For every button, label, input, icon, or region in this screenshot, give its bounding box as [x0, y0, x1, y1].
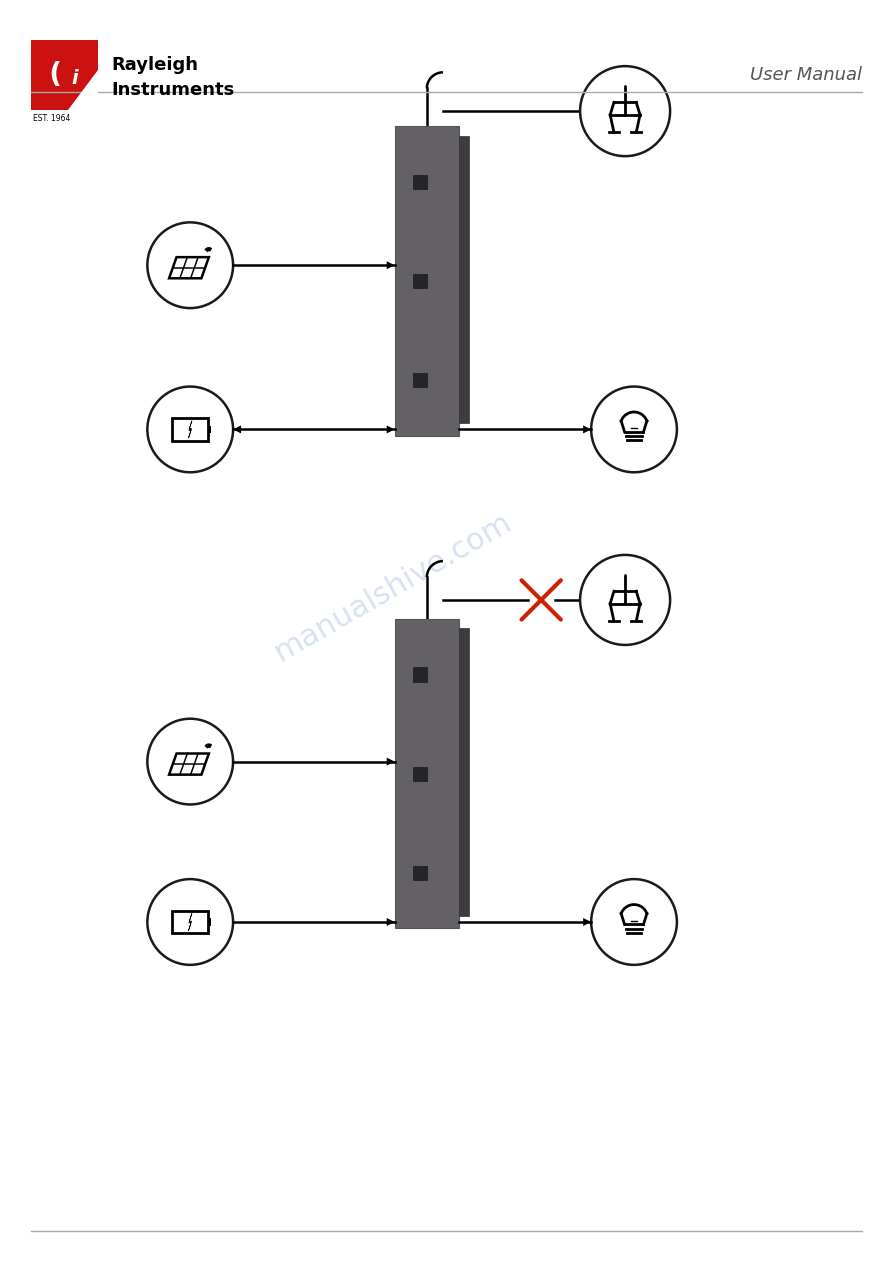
Bar [413, 373, 427, 386]
Circle shape [591, 386, 677, 472]
Bar [413, 274, 427, 288]
Text: ): ) [45, 56, 58, 83]
Bar [172, 418, 208, 441]
Text: EST. 1964: EST. 1964 [33, 114, 71, 124]
Bar [413, 865, 427, 879]
Circle shape [591, 879, 677, 965]
Text: i: i [71, 69, 78, 88]
Bar [208, 426, 212, 433]
Circle shape [147, 879, 233, 965]
Polygon shape [188, 421, 192, 438]
Text: manualshive.com: manualshive.com [269, 508, 517, 667]
Bar [172, 911, 208, 933]
Circle shape [147, 719, 233, 805]
Polygon shape [387, 758, 395, 765]
Text: User Manual: User Manual [750, 66, 862, 85]
Circle shape [580, 66, 670, 157]
Bar [413, 668, 427, 682]
Bar [459, 628, 470, 916]
Circle shape [147, 222, 233, 308]
Polygon shape [68, 69, 98, 110]
Polygon shape [583, 426, 591, 433]
Bar [395, 126, 459, 436]
Polygon shape [387, 261, 395, 269]
Circle shape [580, 554, 670, 645]
Bar [31, 40, 98, 110]
Polygon shape [583, 918, 591, 926]
Bar [413, 176, 427, 189]
Text: Rayleigh: Rayleigh [112, 56, 198, 73]
Bar [395, 619, 459, 928]
Polygon shape [387, 426, 395, 433]
Circle shape [147, 386, 233, 472]
Polygon shape [387, 918, 395, 926]
Bar [413, 767, 427, 781]
Text: Instruments: Instruments [112, 81, 235, 100]
Polygon shape [188, 913, 192, 931]
Bar [208, 918, 212, 926]
Polygon shape [233, 426, 241, 433]
Bar [459, 135, 470, 423]
